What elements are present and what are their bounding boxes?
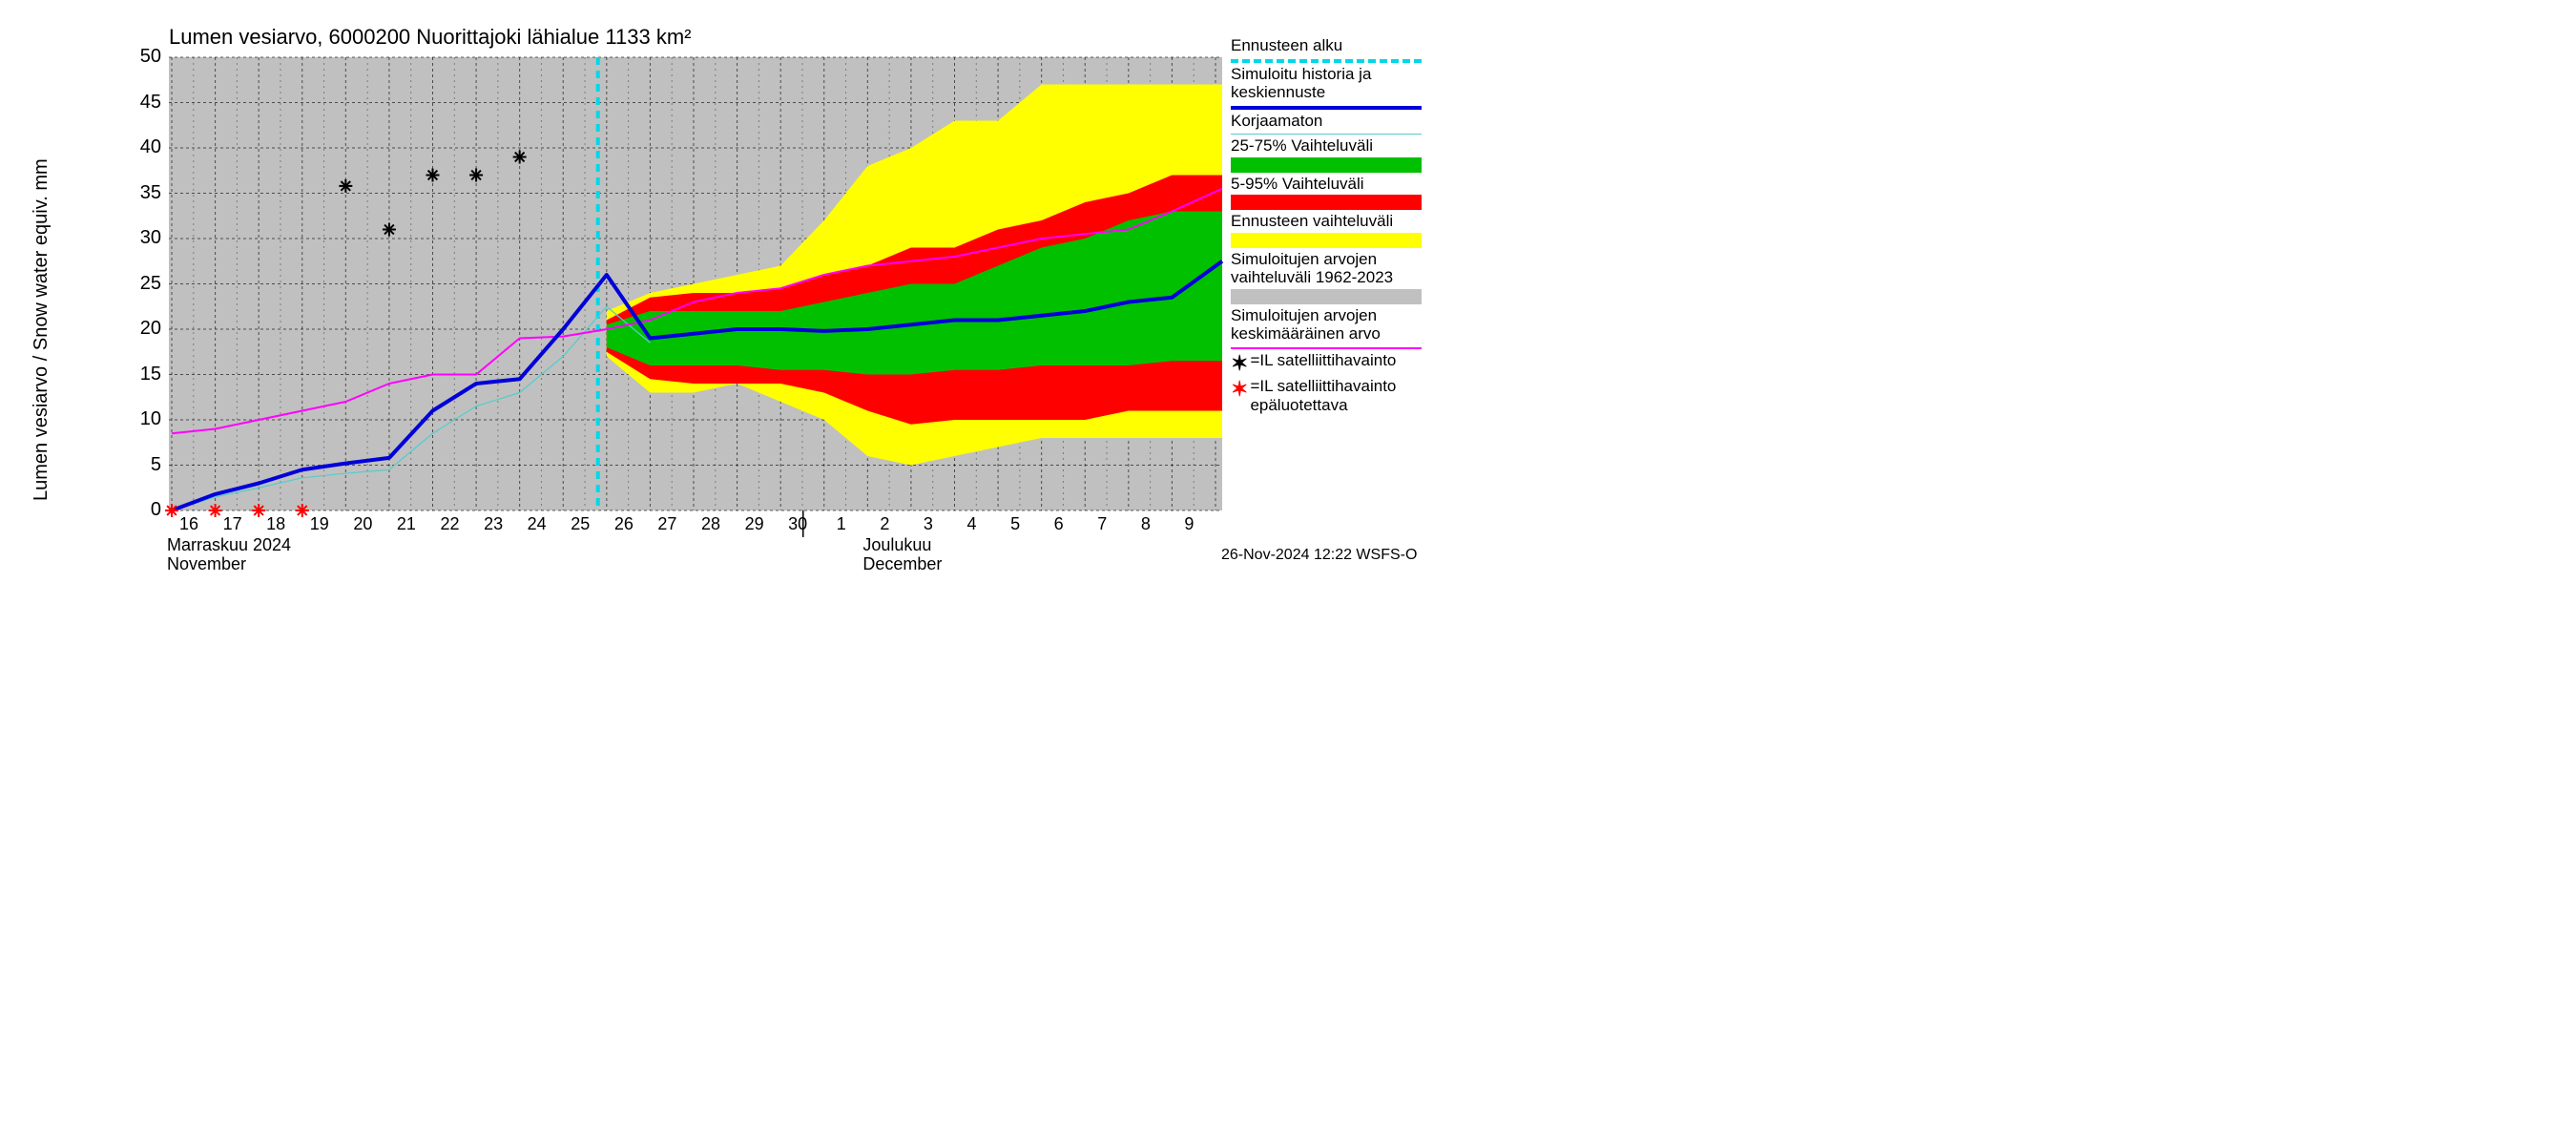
x-tick-label: 29 (736, 514, 774, 534)
x-tick-label: 8 (1127, 514, 1165, 534)
legend-label: =IL satelliittihavainto epäluotettava (1250, 377, 1450, 414)
legend-label: 5-95% Vaihteluväli (1231, 175, 1450, 194)
x-tick-label: 7 (1083, 514, 1121, 534)
y-tick-label: 20 (121, 318, 161, 340)
y-tick-label: 15 (121, 364, 161, 385)
x-tick-label: 30 (779, 514, 817, 534)
y-tick-label: 5 (121, 454, 161, 476)
legend-item: 5-95% Vaihteluväli (1231, 175, 1450, 211)
month2-fi: Joulukuu (862, 535, 931, 555)
x-tick-label: 28 (692, 514, 730, 534)
x-tick-label: 1 (822, 514, 861, 534)
month2-en: December (862, 554, 942, 574)
legend-swatch (1231, 59, 1422, 63)
legend-swatch (1231, 289, 1422, 304)
x-tick-label: 20 (343, 514, 382, 534)
x-tick-label: 16 (170, 514, 208, 534)
asterisk-icon: ✶ (1231, 351, 1248, 375)
x-tick-label: 3 (909, 514, 947, 534)
x-tick-label: 24 (518, 514, 556, 534)
legend-item: Korjaamaton (1231, 112, 1450, 135)
y-tick-label: 50 (121, 46, 161, 68)
y-tick-label: 10 (121, 408, 161, 430)
x-tick-label: 26 (605, 514, 643, 534)
legend-swatch (1231, 106, 1422, 110)
legend-label: Korjaamaton (1231, 112, 1450, 131)
x-tick-label: 18 (257, 514, 295, 534)
month1-en: November (167, 554, 246, 574)
legend-label: 25-75% Vaihteluväli (1231, 136, 1450, 156)
y-tick-label: 40 (121, 136, 161, 158)
legend-item: Simuloitujen arvojen vaihteluväli 1962-2… (1231, 250, 1450, 304)
y-tick-label: 35 (121, 182, 161, 204)
legend: Ennusteen alku Simuloitu historia ja kesk… (1231, 36, 1450, 416)
x-tick-label: 25 (561, 514, 599, 534)
legend-item: ✶=IL satelliittihavainto (1231, 351, 1450, 375)
legend-label: Simuloitujen arvojen keskimääräinen arvo (1231, 306, 1450, 344)
legend-item: 25-75% Vaihteluväli (1231, 136, 1450, 173)
month1-fi: Marraskuu 2024 (167, 535, 291, 555)
x-tick-label: 9 (1170, 514, 1208, 534)
legend-swatch (1231, 347, 1422, 349)
legend-label: Ennusteen vaihteluväli (1231, 212, 1450, 231)
x-tick-label: 4 (953, 514, 991, 534)
legend-label: Simuloitujen arvojen vaihteluväli 1962-2… (1231, 250, 1450, 287)
legend-item: Ennusteen alku (1231, 36, 1450, 63)
legend-swatch (1231, 157, 1422, 173)
asterisk-icon: ✶ (1231, 377, 1248, 401)
x-tick-label: 23 (474, 514, 512, 534)
y-tick-label: 25 (121, 273, 161, 295)
x-tick-label: 17 (214, 514, 252, 534)
x-tick-label: 21 (387, 514, 426, 534)
y-tick-label: 45 (121, 92, 161, 114)
x-tick-label: 19 (301, 514, 339, 534)
y-tick-label: 0 (121, 499, 161, 521)
legend-swatch (1231, 134, 1422, 135)
timestamp: 26-Nov-2024 12:22 WSFS-O (1221, 547, 1417, 564)
legend-label: Ennusteen alku (1231, 36, 1450, 55)
legend-item: Simuloitujen arvojen keskimääräinen arvo (1231, 306, 1450, 349)
legend-item: Simuloitu historia ja keskiennuste (1231, 65, 1450, 110)
y-tick-label: 30 (121, 227, 161, 249)
legend-item: Ennusteen vaihteluväli (1231, 212, 1450, 248)
x-tick-label: 22 (431, 514, 469, 534)
legend-swatch (1231, 195, 1422, 210)
legend-item: ✶=IL satelliittihavainto epäluotettava (1231, 377, 1450, 414)
x-tick-label: 5 (996, 514, 1034, 534)
x-tick-label: 2 (865, 514, 904, 534)
x-tick-label: 27 (648, 514, 686, 534)
legend-label: Simuloitu historia ja keskiennuste (1231, 65, 1450, 102)
legend-swatch (1231, 233, 1422, 248)
legend-label: =IL satelliittihavainto (1250, 351, 1450, 370)
x-tick-label: 6 (1040, 514, 1078, 534)
